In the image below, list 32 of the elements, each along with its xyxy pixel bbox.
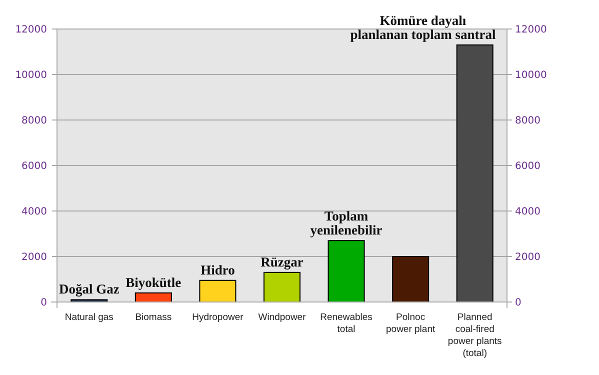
bar xyxy=(199,280,236,302)
y-tick-label: 0 xyxy=(40,298,47,308)
y2-tick-label: 12000 xyxy=(515,24,547,36)
annotation: Hidro xyxy=(200,262,236,278)
bar xyxy=(456,44,494,302)
y2-tick-label: 4000 xyxy=(515,206,540,218)
y-tick-label: 6000 xyxy=(22,161,47,172)
x-tick-label: Planned coal-fired power plants (total) xyxy=(448,312,502,359)
annotation: Biyokütle xyxy=(126,274,182,290)
annotation: Doğal Gaz xyxy=(58,282,120,297)
y-tick-label: 8000 xyxy=(22,116,47,126)
y-tick-label: 10000 xyxy=(15,70,47,81)
x-tick-label: Renewables total xyxy=(320,312,373,335)
y2-tick-label: 8000 xyxy=(515,116,540,126)
annotation: Toplam yenilenebilir xyxy=(310,208,382,238)
y2-tick-label: 2000 xyxy=(515,252,540,263)
y2-tick-label: 10000 xyxy=(515,70,547,81)
x-tick-label: Hydropower xyxy=(192,312,244,323)
y2-tick-label: 6000 xyxy=(515,161,540,172)
x-tick-label: Biomass xyxy=(135,312,172,323)
x-tick-label: Windpower xyxy=(258,312,306,323)
x-tick-label: Polnoc power plant xyxy=(386,312,436,335)
x-tick-label: Natural gas xyxy=(64,312,114,323)
bar xyxy=(328,240,365,302)
bar xyxy=(392,256,430,302)
bar xyxy=(264,272,300,302)
annotation: Kömüre dayalı planlanan toplam santral xyxy=(350,12,496,42)
y-tick-label: 12000 xyxy=(15,24,47,36)
y-tick-label: 2000 xyxy=(22,252,47,263)
y2-tick-label: 0 xyxy=(515,298,522,308)
annotation: Rüzgar xyxy=(260,254,304,270)
y-tick-label: 4000 xyxy=(22,206,47,218)
